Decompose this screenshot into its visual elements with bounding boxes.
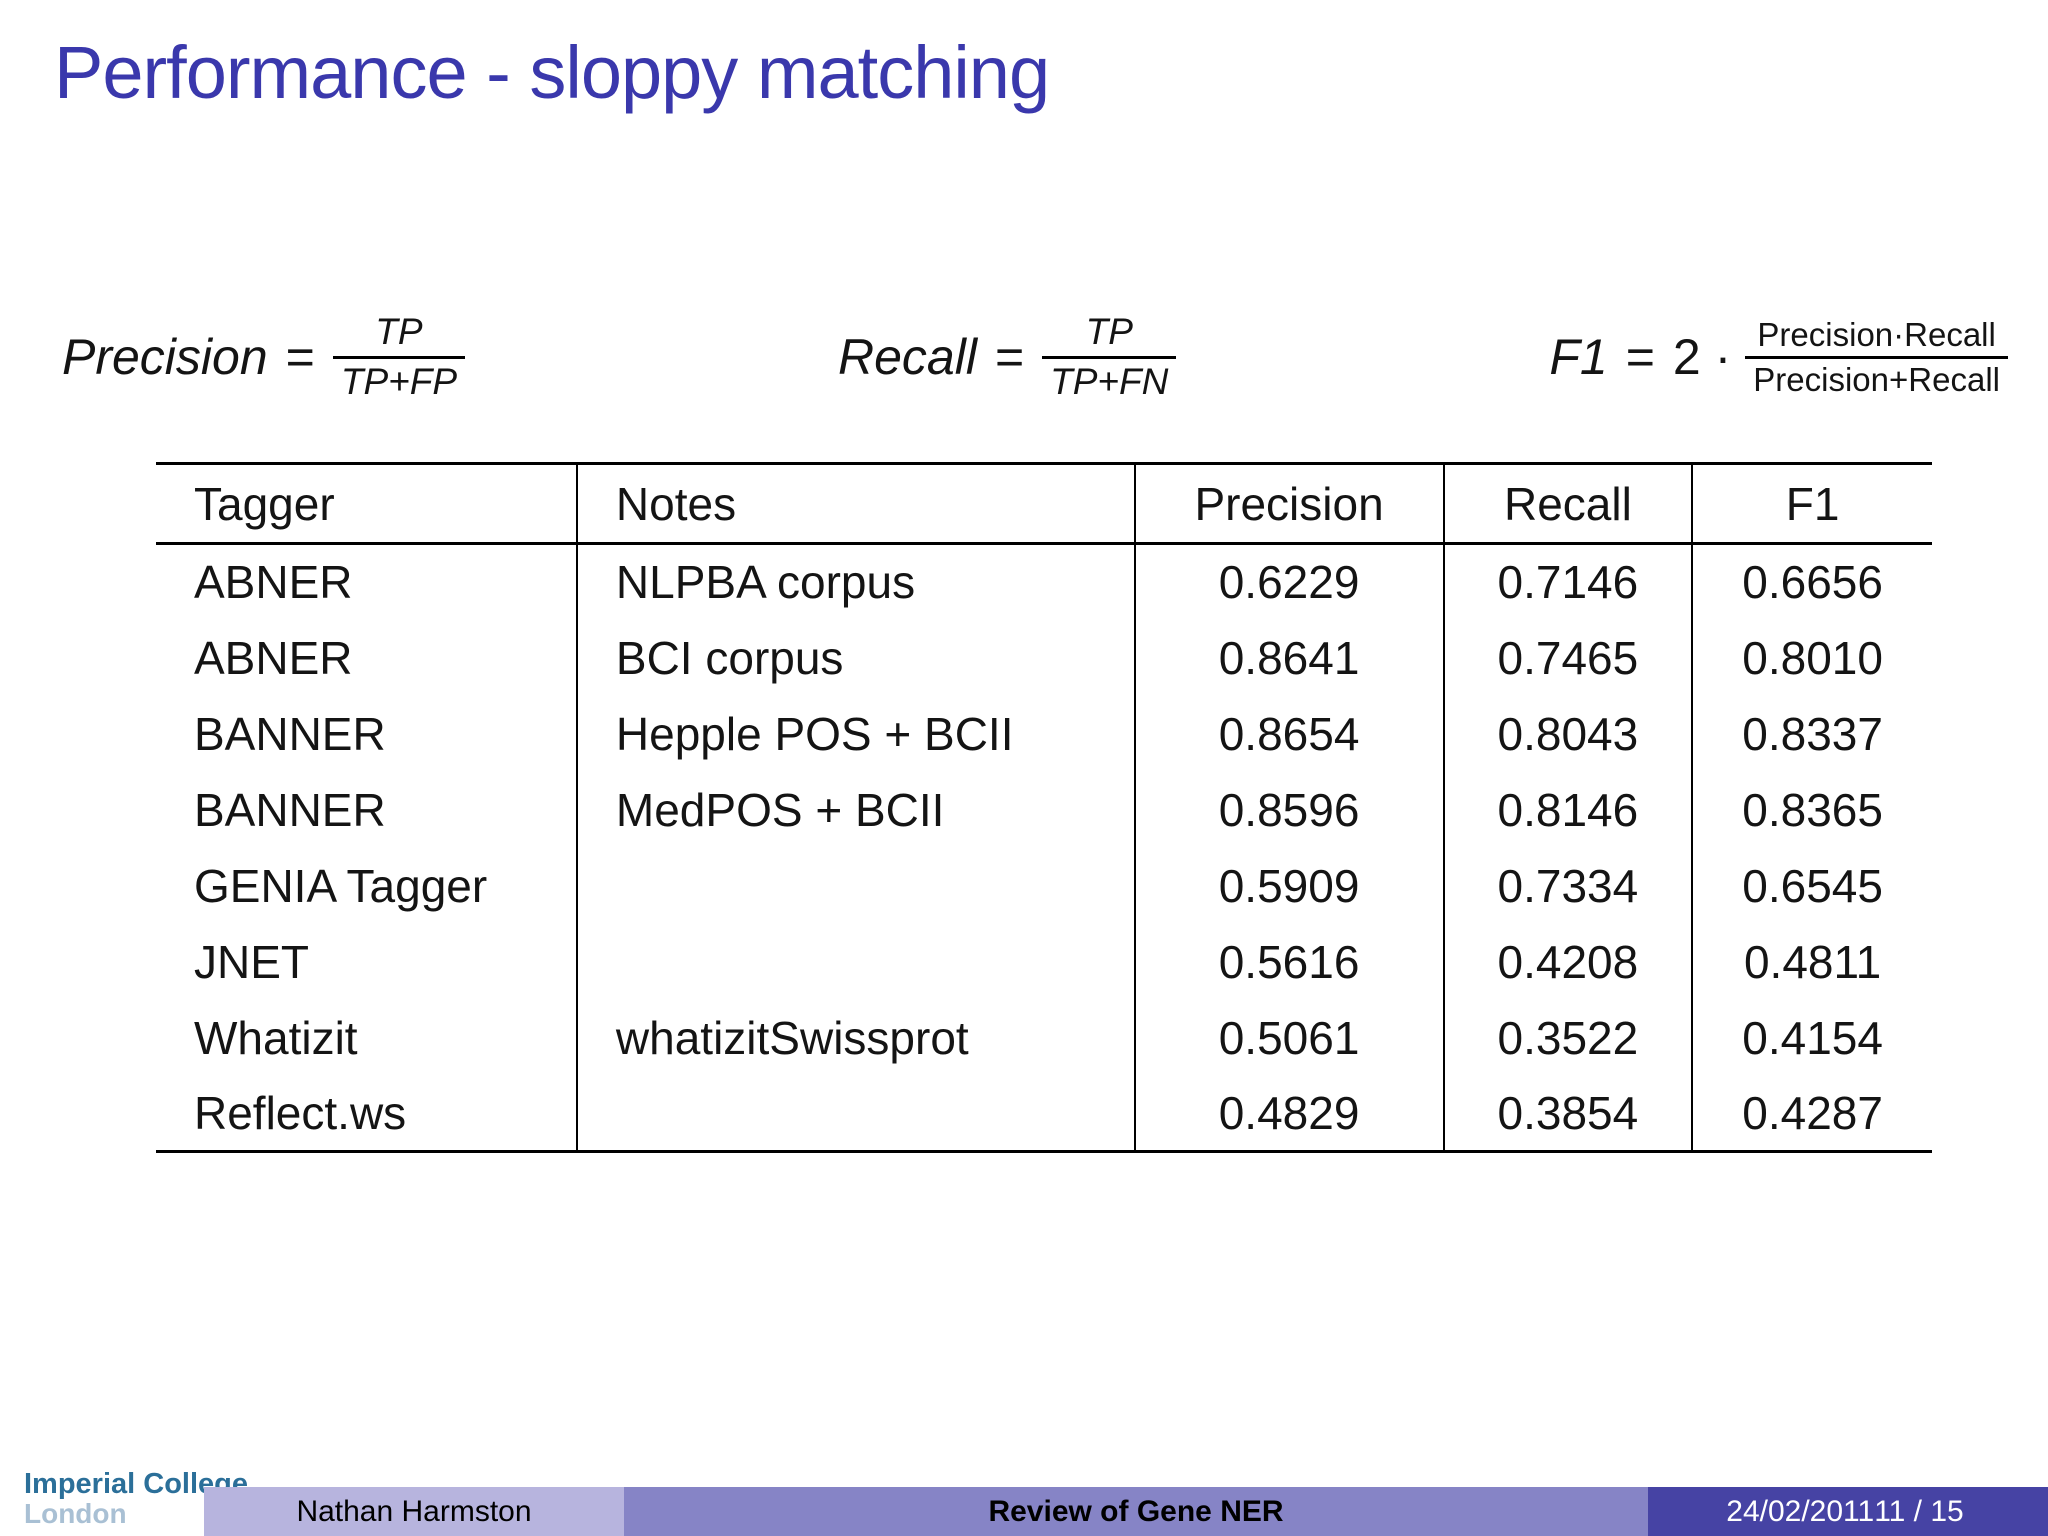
table-cell: 0.6545 <box>1691 847 1932 924</box>
table-cell: 0.8146 <box>1442 771 1693 848</box>
table-cell: ABNER <box>194 631 353 684</box>
table-cell: BANNER <box>194 783 386 836</box>
table-cell: GENIA Tagger <box>194 859 488 912</box>
table-cell: 0.7334 <box>1442 847 1693 924</box>
table-cell: MedPOS + BCII <box>575 771 1135 848</box>
results-table: Tagger Notes Precision Recall F1 ABNER NL… <box>156 462 1932 1153</box>
recall-fraction-denominator: TP+FN <box>1042 355 1177 405</box>
table-cell: NLPBA corpus <box>575 543 1135 620</box>
table-cell <box>575 847 1135 924</box>
recall-fraction-numerator: TP <box>1085 311 1133 353</box>
table-cell: BANNER <box>194 707 386 760</box>
table-cell: Hepple POS + BCII <box>575 695 1135 772</box>
table-cell: 0.3854 <box>1442 1075 1693 1152</box>
table-header-precision: Precision <box>1133 463 1444 544</box>
table-row: JNET 0.5616 0.4208 0.4811 <box>156 923 1932 1000</box>
table-row: BANNER MedPOS + BCII 0.8596 0.8146 0.8365 <box>156 771 1932 848</box>
imperial-college-logo: Imperial College London <box>24 1469 248 1528</box>
f1-formula-factor: 2 · <box>1672 329 1732 385</box>
table-cell: ABNER <box>194 556 353 609</box>
table-header-recall: Recall <box>1442 463 1693 544</box>
table-cell: 0.4829 <box>1133 1075 1444 1152</box>
f1-fraction-numerator: Precision·Recall <box>1757 316 1996 354</box>
table-row: ABNER BCI corpus 0.8641 0.7465 0.8010 <box>156 619 1932 696</box>
table-cell: JNET <box>194 935 309 988</box>
formulas-row: Precision = TP TP+FP Recall = TP TP+FN F… <box>0 282 2048 432</box>
table-cell: whatizitSwissprot <box>575 999 1135 1076</box>
table-cell: Reflect.ws <box>194 1086 407 1139</box>
footer-talk-title-segment: Review of Gene NER <box>624 1487 1648 1536</box>
table-cell: 0.8043 <box>1442 695 1693 772</box>
footer-bar: Nathan Harmston Review of Gene NER 24/02… <box>204 1487 2048 1536</box>
precision-fraction-denominator: TP+FP <box>332 355 466 405</box>
table-cell: 0.4154 <box>1691 999 1932 1076</box>
table-cell: 0.8654 <box>1133 695 1444 772</box>
table-cell: 0.8641 <box>1133 619 1444 696</box>
table-cell: 0.6656 <box>1691 543 1932 620</box>
table-header-f1: F1 <box>1691 463 1932 544</box>
f1-fraction: Precision·Recall Precision+Recall <box>1745 314 2008 400</box>
table-row: Reflect.ws 0.4829 0.3854 0.4287 <box>156 1075 1932 1152</box>
table-cell: 0.5616 <box>1133 923 1444 1000</box>
table-cell: Whatizit <box>194 1011 358 1064</box>
precision-formula-lhs: Precision <box>62 329 268 385</box>
footer-page-number: 11 / 15 <box>1874 1494 1964 1528</box>
slide-title: Performance - sloppy matching <box>54 31 1050 114</box>
table-cell: 0.8365 <box>1691 771 1932 848</box>
table-cell: 0.4811 <box>1691 923 1932 1000</box>
f1-formula-lhs: F1 <box>1549 329 1608 385</box>
f1-formula: F1 = 2 · Precision·Recall Precision+Reca… <box>1549 314 2008 400</box>
footer-date-page-segment: 24/02/2011 11 / 15 <box>1648 1487 2048 1536</box>
equals-sign: = <box>1625 329 1655 385</box>
table-cell: 0.7465 <box>1442 619 1693 696</box>
equals-sign: = <box>285 329 315 385</box>
table-cell: 0.8596 <box>1133 771 1444 848</box>
table-row: BANNER Hepple POS + BCII 0.8654 0.8043 0.833… <box>156 695 1932 772</box>
logo-london-text: London <box>24 1497 127 1529</box>
footer-talk-title-text: Review of Gene NER <box>988 1494 1284 1528</box>
table-cell: 0.6229 <box>1133 543 1444 620</box>
table-cell <box>575 1075 1135 1152</box>
table-cell: 0.5061 <box>1133 999 1444 1076</box>
table-body: ABNER NLPBA corpus 0.6229 0.7146 0.6656 ABNER… <box>156 543 1932 1152</box>
table-cell: 0.4287 <box>1691 1075 1932 1152</box>
footer-date-text: 24/02/2011 <box>1726 1494 1875 1528</box>
table-cell: 0.8337 <box>1691 695 1932 772</box>
table-cell: 0.5909 <box>1133 847 1444 924</box>
precision-formula: Precision = TP TP+FP <box>62 309 466 405</box>
table-cell: 0.7146 <box>1442 543 1693 620</box>
table-header-row: Tagger Notes Precision Recall F1 <box>156 463 1932 544</box>
table-row: ABNER NLPBA corpus 0.6229 0.7146 0.6656 <box>156 543 1932 620</box>
f1-fraction-denominator: Precision+Recall <box>1745 355 2008 400</box>
table-cell <box>575 923 1135 1000</box>
table-row: Whatizit whatizitSwissprot 0.5061 0.3522 0.4… <box>156 999 1932 1076</box>
precision-fraction: TP TP+FP <box>332 309 466 405</box>
recall-fraction: TP TP+FN <box>1042 309 1177 405</box>
precision-fraction-numerator: TP <box>375 311 423 353</box>
footer-author-text: Nathan Harmston <box>296 1494 532 1528</box>
table-cell: 0.4208 <box>1442 923 1693 1000</box>
table-header-tagger: Tagger <box>194 477 335 530</box>
footer-author-segment: Nathan Harmston <box>204 1487 624 1536</box>
table-header-notes: Notes <box>575 463 1135 544</box>
table-cell: 0.3522 <box>1442 999 1693 1076</box>
recall-formula-lhs: Recall <box>838 329 977 385</box>
table-row: GENIA Tagger 0.5909 0.7334 0.6545 <box>156 847 1932 924</box>
table-cell: BCI corpus <box>575 619 1135 696</box>
table-cell: 0.8010 <box>1691 619 1932 696</box>
equals-sign: = <box>994 329 1025 385</box>
recall-formula: Recall = TP TP+FN <box>838 309 1177 405</box>
